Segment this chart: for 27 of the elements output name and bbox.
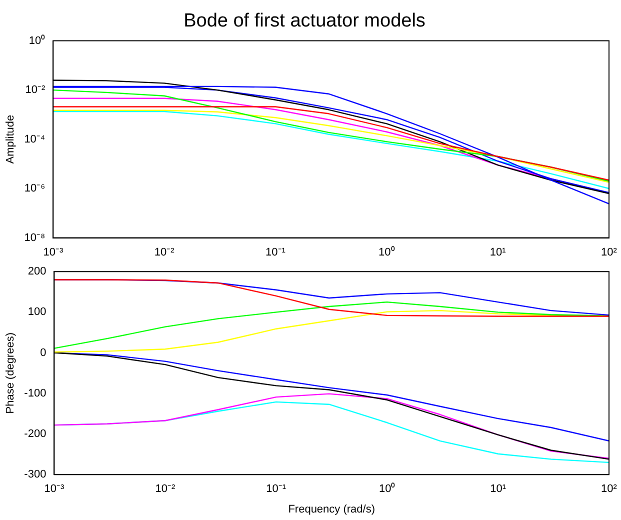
x-tick-label: 10²: [601, 246, 618, 258]
x-tick-label: 10⁻³: [44, 483, 64, 496]
y-tick-label: -200: [24, 428, 46, 440]
x-tick-label: 10⁻³: [43, 246, 64, 258]
y-axis-title: Amplitude: [4, 114, 17, 164]
y-tick-label: 10⁻⁸: [24, 232, 46, 244]
y-tick-label: 10⁻⁴: [24, 133, 46, 146]
y-tick-label: 100: [28, 306, 46, 318]
y-tick-label: -300: [24, 468, 46, 481]
x-tick-label: 10¹: [490, 483, 506, 496]
x-axis-title: Frequency (rad/s): [288, 503, 376, 516]
y-tick-label: 200: [28, 266, 46, 278]
x-tick-label: 10⁰: [378, 482, 396, 496]
x-tick-label: 10⁻²: [155, 483, 176, 496]
x-tick-label: 10⁻¹: [266, 483, 286, 496]
y-axis-title: Phase (degrees): [4, 332, 17, 414]
y-tick-label: 10⁰: [28, 34, 46, 47]
y-tick-label: 0: [40, 346, 46, 359]
x-tick-label: 10²: [601, 483, 618, 496]
chart-title: Bode of first actuator models: [184, 10, 426, 32]
y-tick-label: 10⁻²: [25, 84, 46, 96]
y-tick-label: -100: [24, 387, 46, 400]
y-tick-label: 10⁻⁶: [24, 182, 46, 195]
x-tick-label: 10⁻²: [154, 246, 175, 258]
x-tick-label: 10¹: [490, 246, 506, 258]
x-tick-label: 10⁻¹: [266, 246, 286, 258]
x-tick-label: 10⁰: [378, 245, 395, 258]
